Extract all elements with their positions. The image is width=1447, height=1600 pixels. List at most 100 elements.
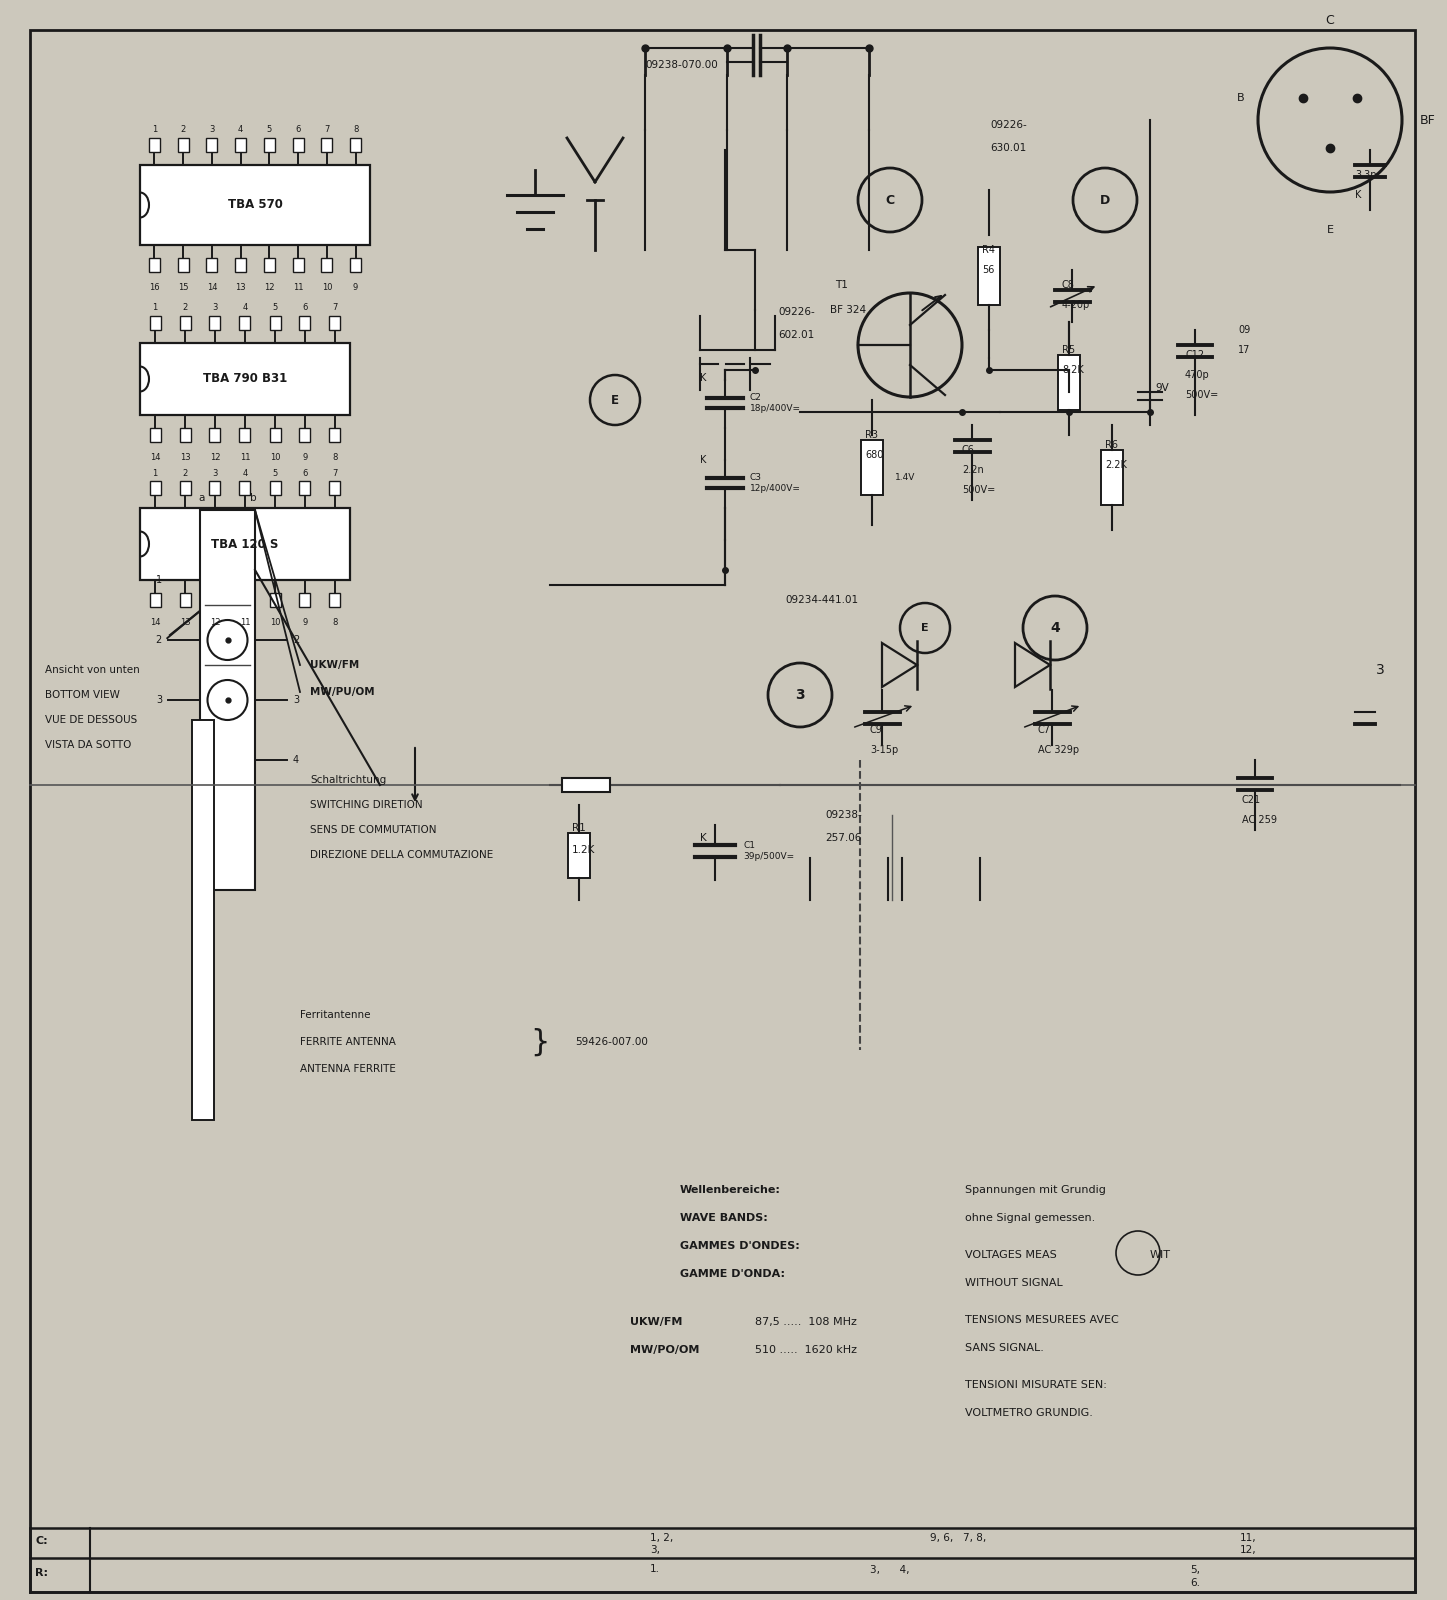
Bar [300, 427, 311, 442]
Text: C8: C8 [1062, 280, 1075, 290]
Text: 4: 4 [292, 755, 300, 765]
Text: 3: 3 [292, 694, 300, 706]
Text: DIREZIONE DELLA COMMUTAZIONE: DIREZIONE DELLA COMMUTAZIONE [310, 850, 493, 861]
Bar [179, 594, 191, 606]
Text: ANTENNA FERRITE: ANTENNA FERRITE [300, 1064, 396, 1074]
Text: 59426-007.00: 59426-007.00 [574, 1037, 648, 1046]
Bar [179, 317, 191, 330]
Text: 8: 8 [333, 618, 337, 627]
Text: 602.01: 602.01 [778, 330, 815, 341]
Text: 3,      4,: 3, 4, [870, 1565, 910, 1574]
Text: 2: 2 [182, 304, 188, 312]
Text: 3: 3 [156, 694, 162, 706]
Text: 8: 8 [333, 453, 337, 461]
Text: 4: 4 [237, 125, 243, 134]
Bar [263, 138, 275, 152]
Text: Spannungen mit Grundig: Spannungen mit Grundig [965, 1186, 1106, 1195]
Text: K: K [700, 454, 706, 466]
Text: 09238-: 09238- [825, 810, 862, 819]
Text: 09226-: 09226- [990, 120, 1027, 130]
Bar [210, 317, 220, 330]
Bar [179, 482, 191, 494]
Bar [240, 594, 250, 606]
Text: 14: 14 [149, 453, 161, 461]
Text: 3: 3 [213, 304, 217, 312]
Text: C: C [886, 194, 894, 206]
Bar [149, 594, 161, 606]
Text: 1.: 1. [650, 1565, 660, 1574]
Bar [1058, 355, 1079, 410]
Text: 3-15p: 3-15p [870, 746, 899, 755]
Text: 3: 3 [796, 688, 805, 702]
Bar [1101, 450, 1123, 506]
Bar [292, 258, 304, 272]
Text: 11: 11 [240, 453, 250, 461]
Text: 5: 5 [272, 304, 278, 312]
Text: K: K [700, 373, 706, 382]
Text: Wellenbereiche:: Wellenbereiche: [680, 1186, 781, 1195]
Text: R6: R6 [1106, 440, 1119, 450]
Text: 16: 16 [149, 283, 159, 291]
Text: 2: 2 [181, 125, 185, 134]
Text: 2.2n: 2.2n [962, 466, 984, 475]
Text: UKW/FM: UKW/FM [629, 1317, 683, 1326]
Text: 09: 09 [1239, 325, 1250, 334]
Text: 10: 10 [321, 283, 333, 291]
Text: 12: 12 [210, 453, 220, 461]
Text: SANS SIGNAL.: SANS SIGNAL. [965, 1342, 1043, 1354]
Bar [330, 317, 340, 330]
Bar [179, 427, 191, 442]
Text: SWITCHING DIRETION: SWITCHING DIRETION [310, 800, 423, 810]
Bar [350, 258, 362, 272]
Bar [207, 138, 217, 152]
Text: 14: 14 [207, 283, 217, 291]
Bar [178, 138, 188, 152]
Bar [269, 482, 281, 494]
Bar [140, 509, 350, 581]
Text: C:: C: [35, 1536, 48, 1547]
Text: 8: 8 [353, 125, 359, 134]
Text: 6: 6 [302, 304, 308, 312]
Text: R1: R1 [572, 822, 586, 834]
Text: 2.2K: 2.2K [1106, 461, 1127, 470]
Text: 257.06: 257.06 [825, 834, 861, 843]
Text: R4: R4 [983, 245, 996, 254]
Text: C7: C7 [1037, 725, 1051, 734]
Bar [210, 427, 220, 442]
Text: 9, 6,   7, 8,: 9, 6, 7, 8, [930, 1533, 987, 1544]
Bar [321, 258, 333, 272]
Text: Ferritantenne: Ferritantenne [300, 1010, 370, 1021]
Text: 4: 4 [243, 469, 247, 477]
Text: FERRITE ANTENNA: FERRITE ANTENNA [300, 1037, 396, 1046]
Text: 09226-: 09226- [778, 307, 815, 317]
Text: C1
39p/500V=: C1 39p/500V= [742, 842, 794, 861]
Bar [300, 317, 311, 330]
Text: E: E [611, 394, 619, 406]
Text: 5: 5 [266, 125, 272, 134]
Text: 1: 1 [156, 574, 162, 586]
Text: C2
18p/400V=: C2 18p/400V= [750, 394, 802, 413]
Text: 3,: 3, [650, 1546, 660, 1555]
Text: 9: 9 [302, 618, 308, 627]
Bar [192, 720, 214, 1120]
Text: 9V: 9V [1155, 382, 1169, 394]
Text: WAVE BANDS:: WAVE BANDS: [680, 1213, 768, 1222]
Bar [292, 138, 304, 152]
Text: 09234-441.01: 09234-441.01 [786, 595, 858, 605]
Text: R5: R5 [1062, 346, 1075, 355]
Text: 510 .....  1620 kHz: 510 ..... 1620 kHz [755, 1346, 857, 1355]
Bar [149, 138, 159, 152]
Text: a: a [198, 493, 205, 502]
Text: SENS DE COMMUTATION: SENS DE COMMUTATION [310, 826, 437, 835]
Bar [561, 778, 611, 792]
Text: 2: 2 [156, 635, 162, 645]
Text: VOLTMETRO GRUNDIG.: VOLTMETRO GRUNDIG. [965, 1408, 1092, 1418]
Text: C9: C9 [870, 725, 883, 734]
Bar [569, 834, 590, 878]
Bar [240, 317, 250, 330]
Text: TBA 120 S: TBA 120 S [211, 538, 279, 550]
Text: 500V=: 500V= [1185, 390, 1218, 400]
Text: ohne Signal gemessen.: ohne Signal gemessen. [965, 1213, 1095, 1222]
Text: 1.2K: 1.2K [572, 845, 595, 854]
Text: 17: 17 [1239, 346, 1250, 355]
